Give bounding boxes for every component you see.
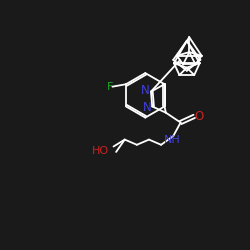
Text: O: O	[194, 110, 203, 123]
Text: F: F	[107, 82, 113, 92]
Text: NH: NH	[164, 135, 180, 145]
Text: HO: HO	[92, 146, 109, 156]
Text: N: N	[141, 84, 150, 97]
Text: N: N	[142, 101, 151, 114]
